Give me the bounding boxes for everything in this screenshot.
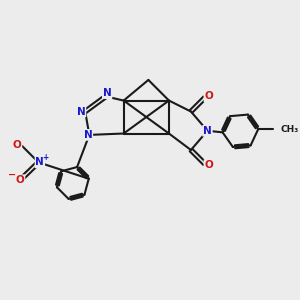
Text: −: −	[8, 170, 16, 180]
Text: O: O	[13, 140, 21, 150]
Text: N: N	[77, 106, 85, 116]
Text: O: O	[204, 160, 213, 170]
Text: O: O	[16, 175, 25, 185]
Text: CH₃: CH₃	[280, 125, 298, 134]
Text: N: N	[35, 158, 44, 167]
Text: N: N	[84, 130, 92, 140]
Text: +: +	[42, 153, 49, 162]
Text: N: N	[203, 126, 212, 136]
Text: O: O	[204, 92, 213, 101]
Text: N: N	[103, 88, 112, 98]
